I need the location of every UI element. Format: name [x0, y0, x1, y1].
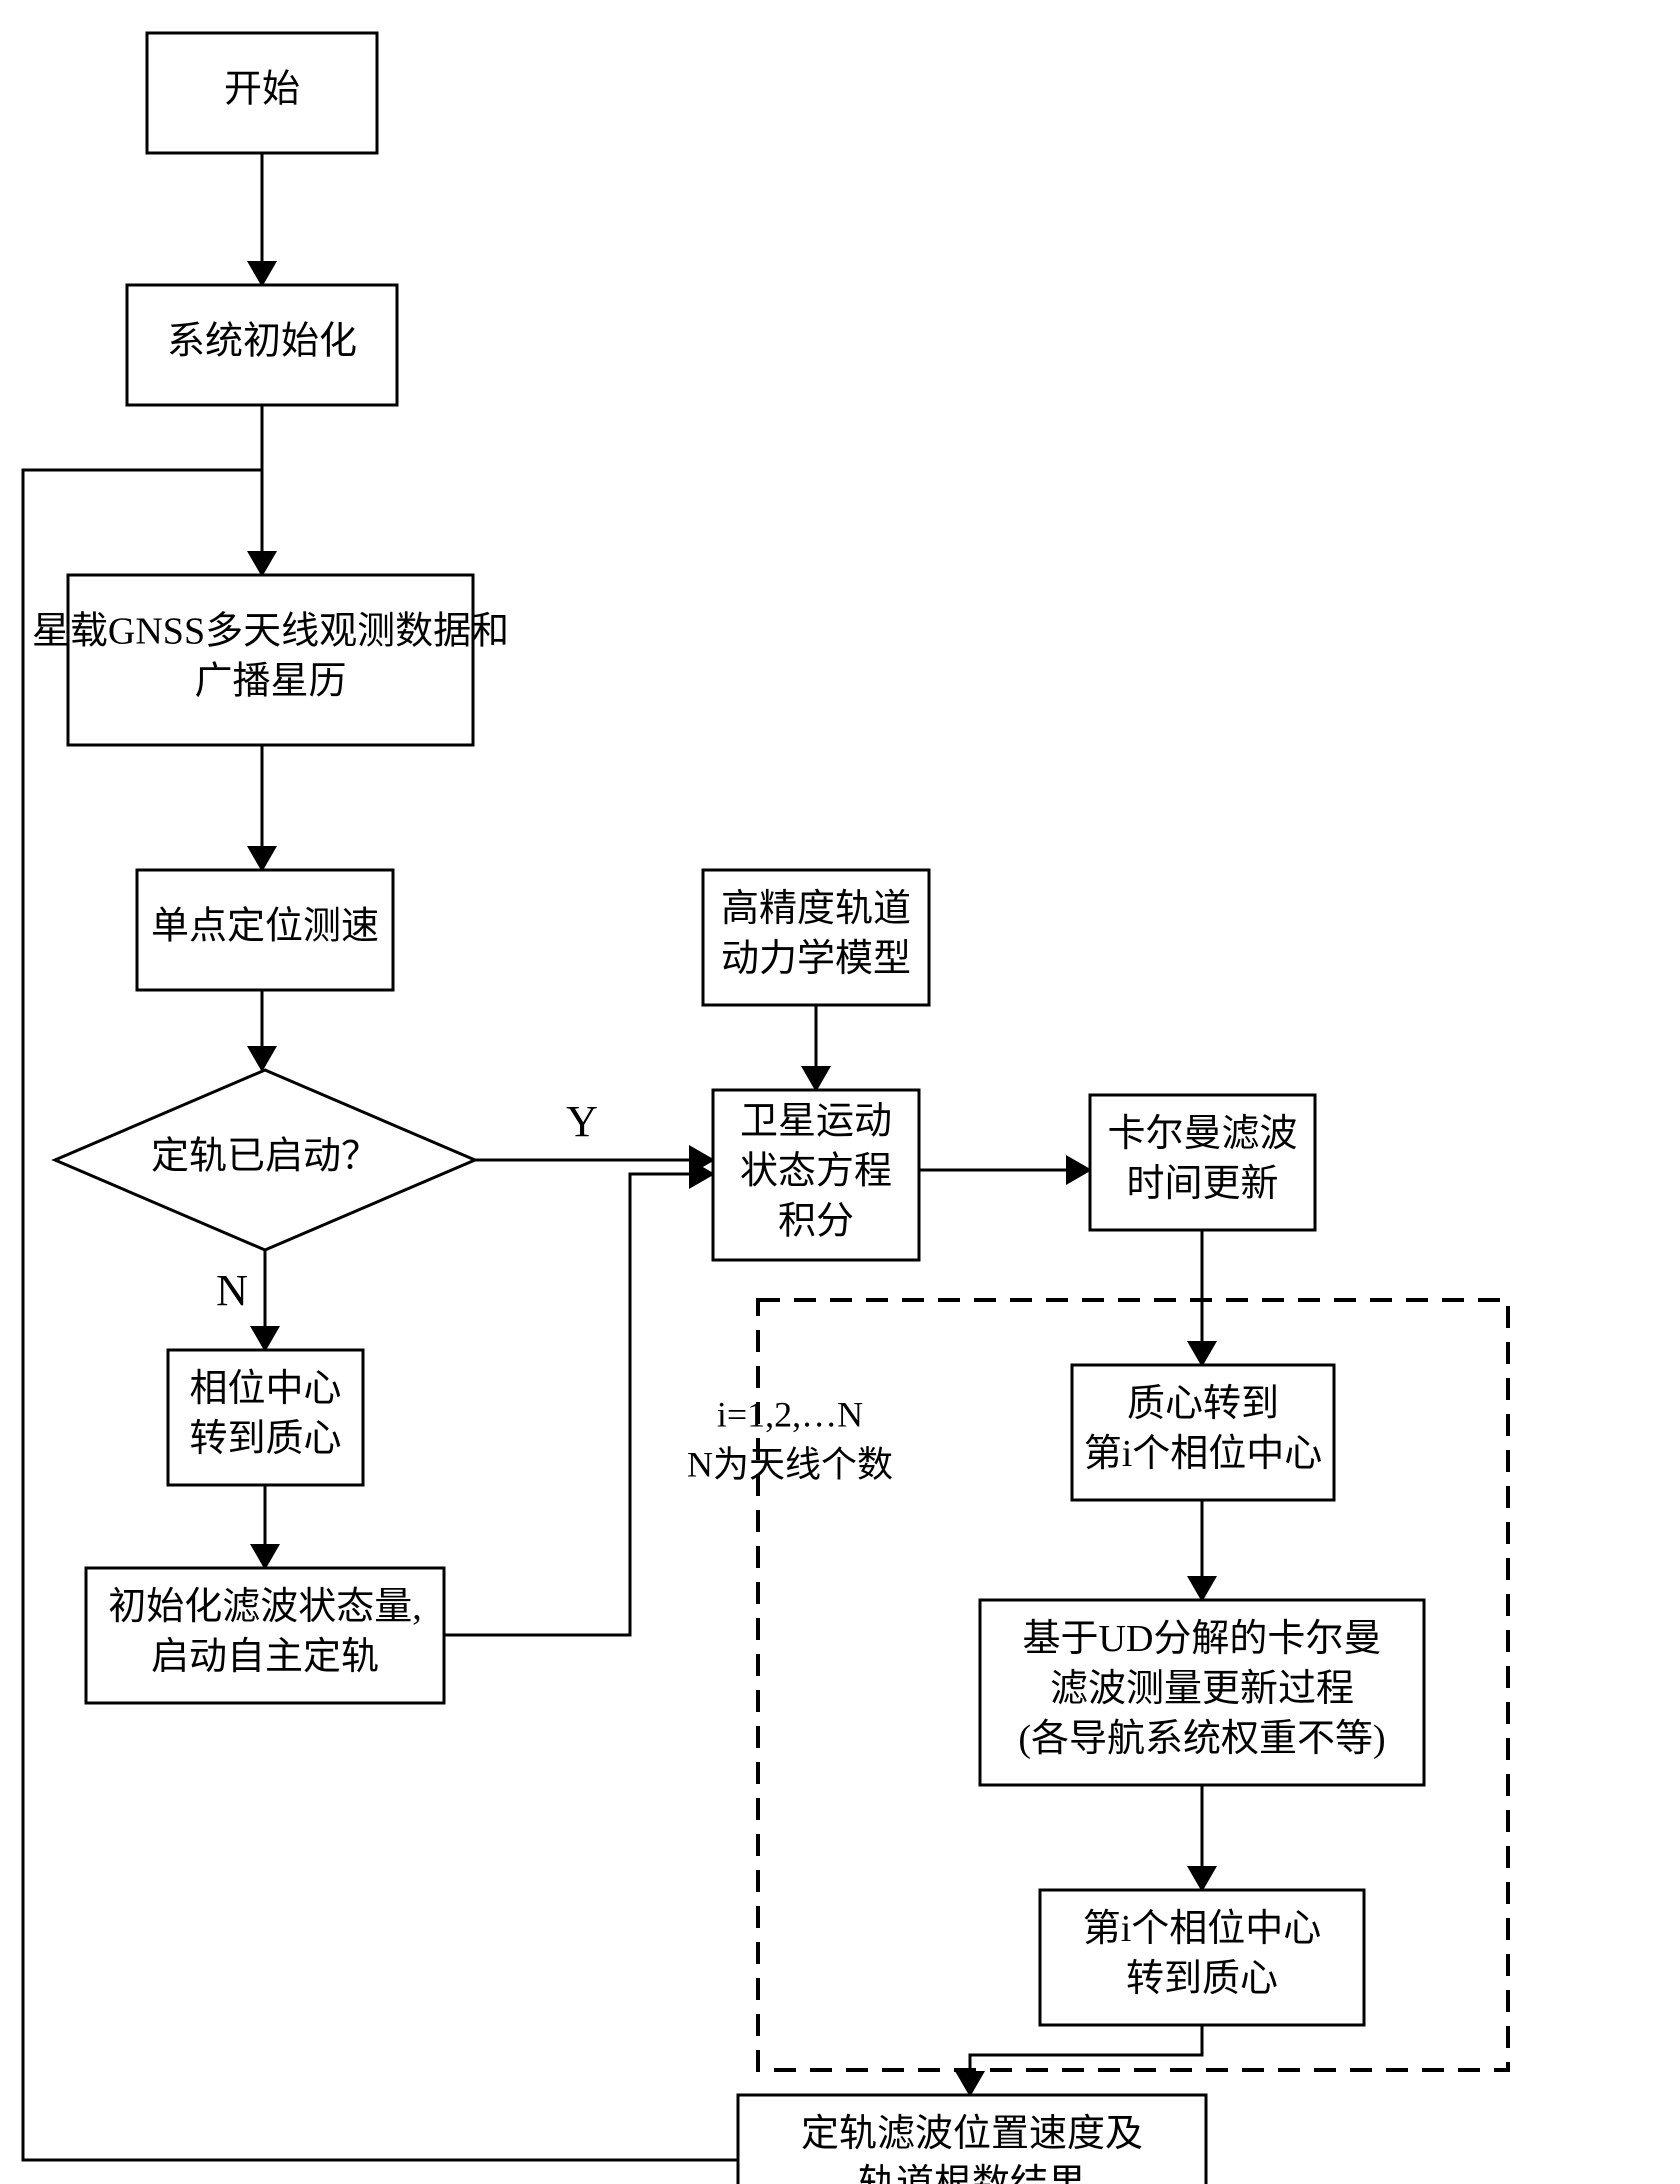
node-result: 定轨滤波位置速度及轨道根数结果	[738, 2095, 1206, 2184]
node-text: 定轨滤波位置速度及	[801, 2113, 1143, 2155]
node-text: 开始	[224, 69, 300, 111]
label-inote2: N为天线个数	[687, 1444, 893, 1484]
node-text: 启动自主定轨	[151, 1636, 379, 1678]
node-sppsv: 单点定位测速	[137, 870, 393, 990]
node-gnss: 星载GNSS多天线观测数据和广播星历	[32, 575, 509, 745]
node-text: 初始化滤波状态量,	[108, 1586, 422, 1628]
node-text: 系统初始化	[167, 321, 357, 363]
node-dynmodel: 高精度轨道动力学模型	[703, 870, 929, 1005]
node-text: 单点定位测速	[151, 906, 379, 948]
node-text: 基于UD分解的卡尔曼	[1023, 1618, 1382, 1660]
label-inote1: i=1,2,…N	[717, 1394, 863, 1434]
node-stateint: 卫星运动状态方程积分	[713, 1090, 919, 1260]
node-text: 第i个相位中心	[1083, 1908, 1322, 1950]
node-text: 转到质心	[189, 1418, 341, 1460]
node-text: 星载GNSS多天线观测数据和	[32, 611, 509, 653]
node-initfilt: 初始化滤波状态量, 启动自主定轨	[86, 1568, 444, 1703]
node-text: 相位中心	[189, 1368, 341, 1410]
node-text: 状态方程	[740, 1151, 892, 1193]
node-text: 高精度轨道	[721, 888, 911, 930]
node-text: 转到质心	[1126, 1958, 1278, 2000]
edge-6	[444, 1174, 713, 1635]
node-text: 积分	[778, 1201, 854, 1243]
node-text: 质心转到	[1127, 1383, 1279, 1425]
node-text: 时间更新	[1126, 1163, 1278, 1205]
node-text: 广播星历	[194, 661, 346, 703]
node-text: 滤波测量更新过程	[1050, 1668, 1354, 1710]
node-text: 卫星运动	[740, 1101, 892, 1143]
label-N: N	[216, 1266, 248, 1315]
node-text: 动力学模型	[721, 938, 911, 980]
node-phase2massI: 第i个相位中心转到质心	[1040, 1890, 1364, 2025]
node-timeupd: 卡尔曼滤波时间更新	[1090, 1095, 1315, 1230]
node-init: 系统初始化	[127, 285, 397, 405]
node-text: 轨道根数结果	[858, 2163, 1086, 2184]
node-mass2phase: 质心转到第i个相位中心	[1072, 1365, 1334, 1500]
label-Y: Y	[566, 1097, 598, 1146]
node-text: (各导航系统权重不等)	[1018, 1718, 1385, 1760]
node-text: 定轨已启动？	[151, 1136, 379, 1178]
node-text: 卡尔曼滤波	[1107, 1113, 1297, 1155]
edge-13	[970, 2025, 1202, 2095]
node-start: 开始	[147, 33, 377, 153]
node-measupd: 基于UD分解的卡尔曼滤波测量更新过程 (各导航系统权重不等)	[980, 1600, 1424, 1785]
node-phase2mass: 相位中心转到质心	[168, 1350, 363, 1485]
node-text: 第i个相位中心	[1084, 1433, 1323, 1475]
node-decision: 定轨已启动？	[55, 1070, 475, 1250]
